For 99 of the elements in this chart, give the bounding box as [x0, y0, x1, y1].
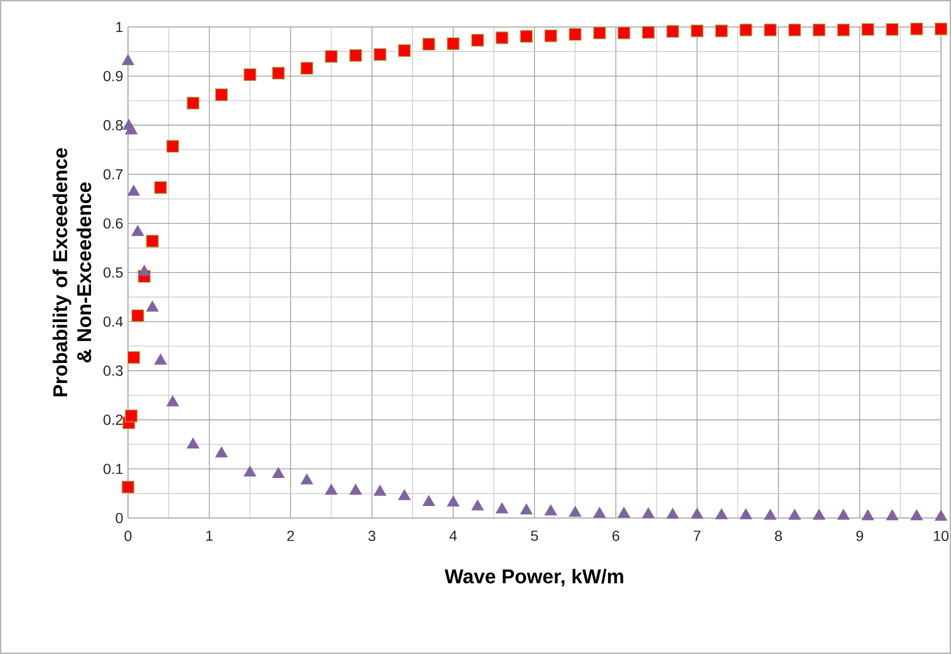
point: [215, 446, 228, 458]
point: [618, 507, 630, 518]
point: [124, 409, 138, 422]
point: [146, 300, 159, 312]
point: [910, 509, 923, 520]
point: [244, 68, 256, 81]
point: [861, 23, 874, 36]
point: [154, 354, 167, 365]
point: [568, 28, 582, 41]
y-tick-label: 0.9: [104, 70, 123, 82]
point: [788, 24, 802, 36]
point: [166, 396, 179, 406]
y-tick-label: 0.3: [104, 366, 123, 376]
point: [520, 30, 533, 43]
point: [862, 509, 874, 520]
point: [132, 225, 144, 236]
point: [300, 62, 314, 75]
point: [446, 37, 460, 50]
point: [837, 508, 850, 520]
x-tick-label: 8: [774, 530, 782, 542]
point: [764, 508, 776, 520]
x-tick-label: 2: [287, 530, 294, 541]
point: [349, 49, 362, 62]
point: [666, 508, 679, 519]
point: [398, 489, 411, 500]
y-tick-label: 0.7: [104, 169, 123, 180]
point: [690, 508, 704, 519]
point: [325, 484, 338, 495]
point: [520, 504, 533, 514]
point: [131, 309, 144, 322]
point: [374, 48, 386, 61]
point: [740, 24, 752, 36]
point: [244, 466, 256, 477]
point: [593, 26, 606, 40]
point: [837, 24, 850, 36]
point: [128, 184, 140, 196]
point: [910, 22, 923, 36]
point: [886, 23, 899, 36]
point: [764, 24, 777, 36]
y-tick-label: 0.2: [104, 414, 123, 425]
point: [398, 44, 411, 57]
point: [618, 26, 630, 40]
point: [272, 66, 285, 80]
point: [422, 38, 436, 51]
point: [715, 24, 728, 38]
point: [666, 25, 680, 38]
point: [642, 508, 654, 518]
point: [471, 500, 484, 510]
y-tick-label: 0: [116, 512, 123, 524]
x-tick-label: 1: [206, 530, 213, 541]
point: [374, 484, 386, 496]
point: [715, 508, 728, 520]
y-tick-label: 0.1: [104, 464, 123, 474]
y-tick-label: 0.5: [104, 267, 123, 278]
point: [154, 181, 167, 194]
point: [886, 509, 898, 520]
point: [788, 508, 801, 520]
point: [569, 506, 582, 517]
point: [272, 467, 285, 478]
x-tick-label: 4: [449, 530, 457, 541]
point: [690, 24, 704, 38]
point: [544, 29, 558, 42]
y-tick-label: 0.8: [104, 120, 123, 130]
point: [349, 484, 362, 495]
point: [125, 124, 138, 134]
point: [146, 234, 159, 248]
x-tick-label: 0: [124, 530, 132, 542]
point: [300, 474, 314, 484]
point: [127, 351, 140, 364]
point: [422, 495, 435, 506]
point: [934, 22, 948, 36]
point: [812, 508, 826, 520]
y-tick-label: 0.6: [104, 218, 123, 229]
y-axis-title: Probability of Exceedence & Non-Exceedence: [52, 148, 92, 396]
point: [544, 504, 557, 516]
x-tick-label: 7: [694, 530, 700, 541]
y-tick-label: 1: [116, 22, 123, 32]
x-tick-label: 5: [531, 530, 538, 541]
point: [166, 140, 180, 153]
point: [812, 24, 826, 36]
point: [496, 31, 508, 44]
point: [447, 496, 460, 506]
point: [593, 507, 606, 518]
point: [186, 96, 200, 110]
x-tick-label: 9: [856, 530, 864, 542]
point: [496, 502, 508, 514]
x-axis-title: Wave Power, kW/m: [444, 568, 624, 586]
point: [642, 26, 655, 39]
point: [471, 34, 484, 47]
point: [740, 508, 752, 520]
y-tick-label: 0.4: [104, 316, 123, 327]
x-tick-label: 6: [612, 530, 620, 542]
x-tick-label: 10: [934, 530, 949, 542]
point: [122, 480, 134, 494]
x-tick-label: 3: [368, 530, 376, 542]
point: [186, 438, 200, 449]
point: [215, 88, 228, 102]
point: [138, 264, 150, 276]
point: [324, 50, 338, 63]
